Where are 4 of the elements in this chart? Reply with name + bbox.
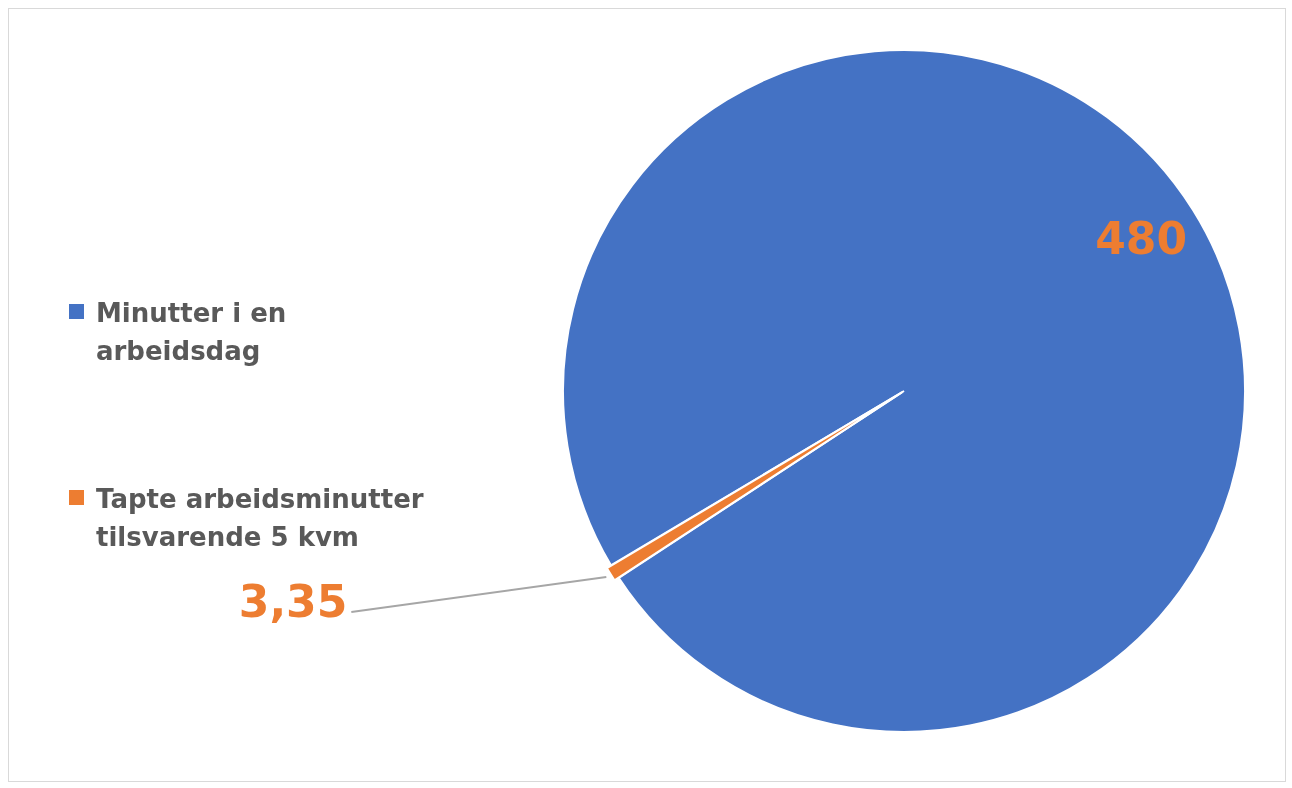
data-label: 480: [1095, 213, 1188, 265]
legend-label: Tapte arbeidsminutter tilsvarende 5 kvm: [96, 483, 425, 554]
data-label: 3,35: [238, 576, 348, 628]
legend-label: Minutter i en arbeidsdag: [96, 297, 288, 368]
